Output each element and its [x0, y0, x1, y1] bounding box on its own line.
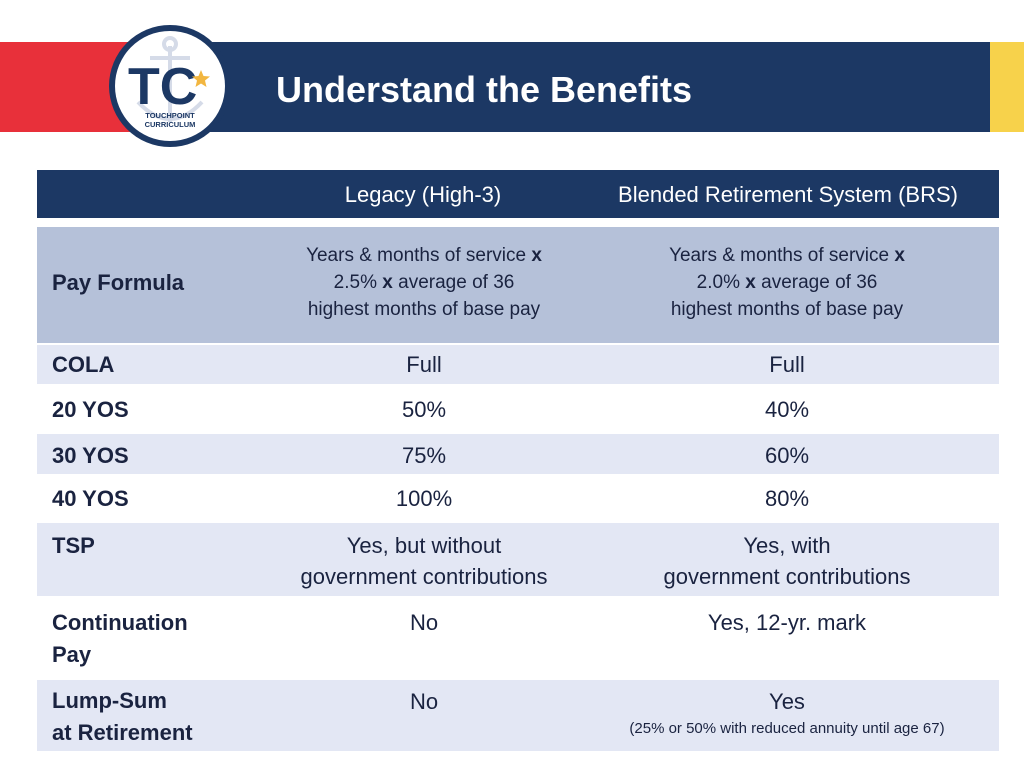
- svg-text:TC: TC: [128, 58, 197, 116]
- cell-30-yos-legacy: 75%: [401, 443, 447, 468]
- table-row-tsp: TSP Yes, but without government contribu…: [37, 523, 999, 596]
- header-accent-yellow: [990, 42, 1024, 132]
- row-label-cola: COLA: [52, 352, 115, 377]
- table-row-continuation-pay: Continuation Pay No Yes, 12-yr. mark: [37, 597, 999, 679]
- cell-pay-formula-brs: Years & months of service x 2.0% x avera…: [669, 245, 905, 320]
- header-band: [160, 42, 992, 132]
- cell-20-yos-legacy: 50%: [401, 397, 447, 422]
- table-row-pay-formula: Pay Formula Years & months of service x …: [37, 227, 999, 343]
- logo-subtitle-2: CURRICULUM: [145, 120, 196, 129]
- cell-lump-sum-brs: Yes (25% or 50% with reduced annuity unt…: [572, 686, 1002, 739]
- logo-subtitle-1: TOUCHPOINT: [145, 111, 195, 120]
- row-label-tsp: TSP: [52, 533, 95, 558]
- cell-tsp-legacy: Yes, but without government contribution…: [300, 533, 548, 589]
- row-label-20-yos: 20 YOS: [52, 397, 129, 422]
- cell-40-yos-brs: 80%: [764, 486, 810, 511]
- cell-cola-brs: Full: [769, 352, 805, 377]
- page-title: Understand the Benefits: [276, 69, 693, 110]
- cell-30-yos-brs: 60%: [764, 443, 810, 468]
- lump-sum-note: (25% or 50% with reduced annuity until a…: [629, 720, 945, 737]
- row-label-pay-formula: Pay Formula: [52, 270, 185, 295]
- touchpoint-curriculum-logo: TC TOUCHPOINT CURRICULUM: [109, 25, 231, 147]
- cell-pay-formula-legacy: Years & months of service x 2.5% x avera…: [306, 245, 542, 320]
- cell-40-yos-legacy: 100%: [395, 486, 453, 511]
- column-header-legacy: Legacy (High-3): [344, 182, 502, 207]
- cell-continuation-brs: Yes, 12-yr. mark: [707, 610, 867, 635]
- cell-cola-legacy: Full: [406, 352, 442, 377]
- row-label-30-yos: 30 YOS: [52, 443, 129, 468]
- table-row-30-yos: 30 YOS 75% 60%: [37, 434, 999, 474]
- table-column-header: Legacy (High-3) Blended Retirement Syste…: [37, 170, 999, 218]
- row-label-continuation-pay: Continuation Pay: [52, 610, 188, 667]
- row-label-40-yos: 40 YOS: [52, 486, 129, 511]
- column-header-brs: Blended Retirement System (BRS): [618, 182, 958, 207]
- cell-lump-sum-legacy: No: [409, 689, 439, 714]
- cell-tsp-brs: Yes, with government contributions: [663, 533, 911, 589]
- table-row-40-yos: 40 YOS 100% 80%: [37, 474, 999, 522]
- table-row-20-yos: 20 YOS 50% 40%: [37, 384, 999, 433]
- row-label-lump-sum: Lump-Sum at Retirement: [52, 688, 193, 745]
- cell-20-yos-brs: 40%: [764, 397, 810, 422]
- table-row-cola: COLA Full Full: [37, 345, 999, 384]
- cell-continuation-legacy: No: [409, 610, 439, 635]
- table-row-lump-sum: Lump-Sum at Retirement No Yes (25% or 50…: [37, 680, 999, 751]
